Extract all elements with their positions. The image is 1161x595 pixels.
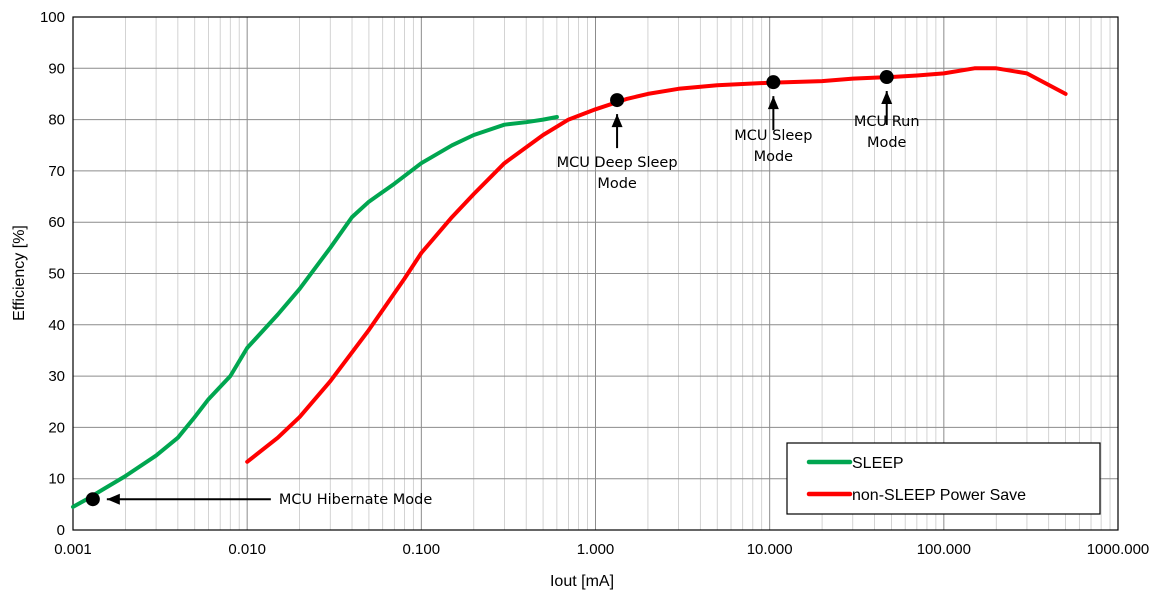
annotation-line: Mode bbox=[754, 149, 794, 165]
x-tick-label: 1000.000 bbox=[1087, 541, 1150, 558]
y-tick-label: 40 bbox=[48, 317, 65, 334]
x-tick-label: 100.000 bbox=[917, 541, 971, 558]
annotation-label: MCU Hibernate Mode bbox=[279, 492, 432, 508]
legend-label-sleep: SLEEP bbox=[852, 455, 904, 472]
plot-border bbox=[72, 16, 1119, 531]
annotation-line: Mode bbox=[867, 135, 907, 151]
annotation-line: MCU Deep Sleep bbox=[557, 155, 678, 171]
annotation-arrow-head bbox=[767, 96, 779, 110]
y-tick-labels: 0 10 20 30 40 50 60 70 80 90 100 bbox=[40, 9, 65, 539]
mode-marker bbox=[879, 70, 894, 85]
y-tick-label: 50 bbox=[48, 266, 65, 283]
mode-marker bbox=[85, 492, 100, 507]
mode-markers bbox=[85, 70, 894, 507]
x-tick-label: 0.010 bbox=[228, 541, 266, 558]
y-tick-label: 30 bbox=[48, 368, 65, 385]
y-tick-label: 10 bbox=[48, 471, 65, 488]
series-lines bbox=[71, 66, 1068, 509]
mode-marker bbox=[610, 93, 625, 108]
x-tick-label: 0.100 bbox=[403, 541, 441, 558]
annotation-arrow-head bbox=[881, 91, 893, 105]
annotation-label: MCU Deep Sleep Mode bbox=[557, 155, 678, 192]
y-tick-label: 80 bbox=[48, 112, 65, 129]
annotation-line: MCU Run bbox=[854, 114, 920, 130]
y-tick-label: 0 bbox=[57, 522, 65, 539]
series-line-sleep bbox=[71, 115, 559, 509]
annotation-arrow-head bbox=[106, 493, 120, 505]
x-tick-label: 0.001 bbox=[54, 541, 92, 558]
y-tick-label: 70 bbox=[48, 163, 65, 180]
legend-box bbox=[786, 442, 1101, 515]
annotation-line: Mode bbox=[597, 176, 637, 192]
annotation-line: MCU Sleep bbox=[734, 128, 812, 144]
annotation-label: MCU Run Mode bbox=[854, 114, 920, 151]
annotation-label: MCU Sleep Mode bbox=[734, 128, 812, 165]
y-axis-label: Efficiency [%] bbox=[11, 225, 28, 321]
legend: SLEEP non-SLEEP Power Save bbox=[786, 442, 1101, 515]
annotation-arrow-head bbox=[611, 114, 623, 128]
y-tick-label: 60 bbox=[48, 214, 65, 231]
x-tick-label: 10.000 bbox=[747, 541, 793, 558]
mode-marker bbox=[766, 75, 781, 90]
legend-label-non-sleep: non-SLEEP Power Save bbox=[852, 487, 1026, 504]
annotation-line: MCU Hibernate Mode bbox=[279, 492, 432, 508]
x-tick-label: 1.000 bbox=[577, 541, 615, 558]
x-tick-labels: 0.001 0.010 0.100 1.000 10.000 100.000 1000.00… bbox=[54, 541, 1149, 558]
x-axis-label: Iout [mA] bbox=[550, 573, 614, 590]
series-line-non-sleep bbox=[245, 66, 1068, 464]
y-tick-label: 90 bbox=[48, 60, 65, 77]
y-tick-label: 20 bbox=[48, 419, 65, 436]
y-tick-label: 100 bbox=[40, 9, 65, 26]
